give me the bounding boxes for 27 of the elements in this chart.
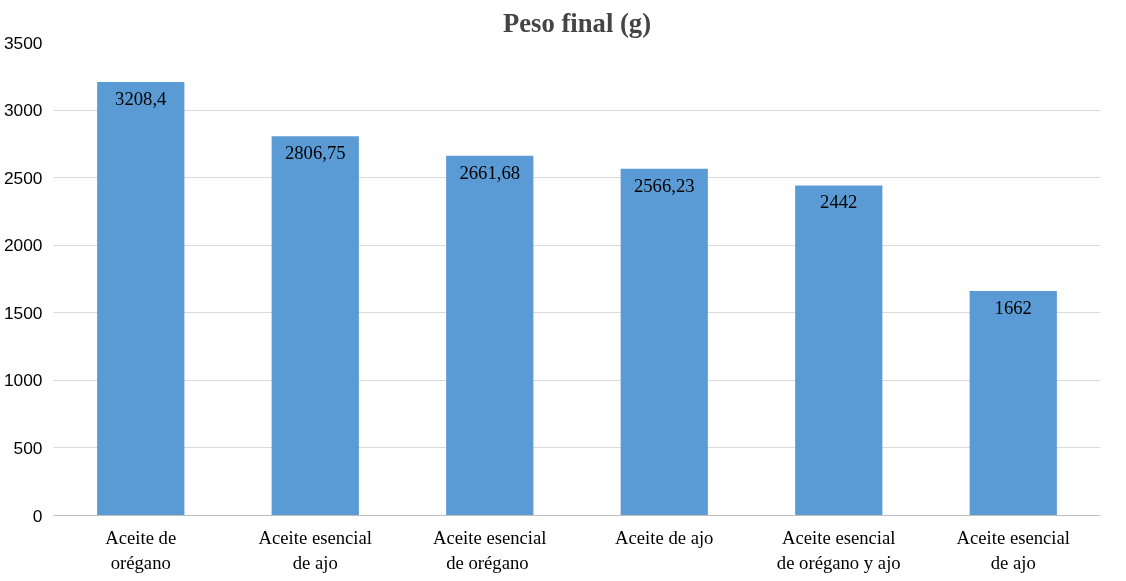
x-tick-label: Aceite de orégano bbox=[105, 526, 177, 573]
data-label: 2661,68 bbox=[459, 161, 521, 183]
y-tick-label: 1000 bbox=[3, 370, 43, 391]
y-tick-label: 0 bbox=[32, 505, 43, 526]
bar bbox=[620, 168, 708, 516]
y-tick-label: 1500 bbox=[3, 302, 43, 323]
y-tick-label: 3000 bbox=[3, 100, 43, 121]
x-tick-label: Aceite de ajo bbox=[615, 526, 714, 548]
data-label: 1662 bbox=[994, 296, 1032, 318]
data-label: 3208,4 bbox=[115, 87, 168, 109]
y-tick-label: 3500 bbox=[3, 32, 43, 53]
x-tick-label: Aceite esencial de orégano y ajo bbox=[776, 526, 901, 573]
data-label: 2566,23 bbox=[633, 174, 695, 196]
bar bbox=[969, 290, 1057, 516]
bar bbox=[271, 136, 359, 516]
y-tick-label: 2000 bbox=[3, 235, 43, 256]
y-tick-label: 2500 bbox=[3, 167, 43, 188]
bar bbox=[97, 81, 185, 516]
x-tick-label: Aceite esencial de ajo bbox=[258, 526, 372, 573]
data-label: 2806,75 bbox=[284, 142, 346, 164]
y-tick-label: 500 bbox=[13, 437, 43, 458]
data-label: 2442 bbox=[820, 191, 858, 213]
x-tick-label: Aceite esencial de orégano bbox=[433, 526, 547, 573]
chart-title: Peso final (g) bbox=[502, 7, 652, 38]
bar bbox=[446, 155, 534, 516]
x-tick-label: Aceite esencial de ajo bbox=[956, 526, 1070, 573]
bar bbox=[795, 185, 883, 516]
